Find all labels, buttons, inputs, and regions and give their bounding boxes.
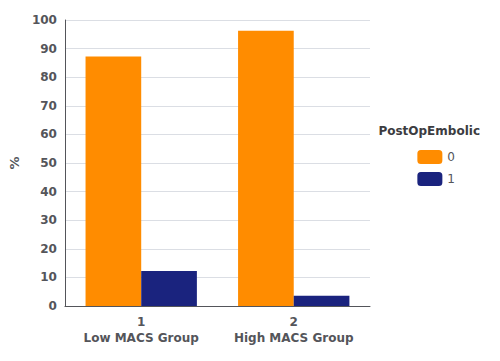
svg-text:High MACS Group: High MACS Group: [234, 331, 354, 345]
svg-text:100: 100: [32, 13, 57, 27]
svg-text:90: 90: [40, 42, 57, 56]
svg-text:10: 10: [40, 270, 57, 284]
svg-text:0: 0: [49, 299, 57, 313]
svg-text:0: 0: [447, 150, 455, 164]
svg-text:20: 20: [40, 242, 57, 256]
svg-text:40: 40: [40, 185, 57, 199]
svg-text:%: %: [7, 156, 22, 169]
svg-text:50: 50: [40, 156, 57, 170]
svg-text:2: 2: [290, 315, 298, 329]
svg-text:70: 70: [40, 99, 57, 113]
svg-text:PostOpEmbolic: PostOpEmbolic: [378, 124, 480, 138]
svg-text:Low MACS Group: Low MACS Group: [84, 331, 200, 345]
svg-text:60: 60: [40, 127, 57, 141]
svg-text:1: 1: [447, 172, 455, 186]
svg-text:80: 80: [40, 70, 57, 84]
svg-text:1: 1: [137, 315, 145, 329]
svg-text:30: 30: [40, 213, 57, 227]
